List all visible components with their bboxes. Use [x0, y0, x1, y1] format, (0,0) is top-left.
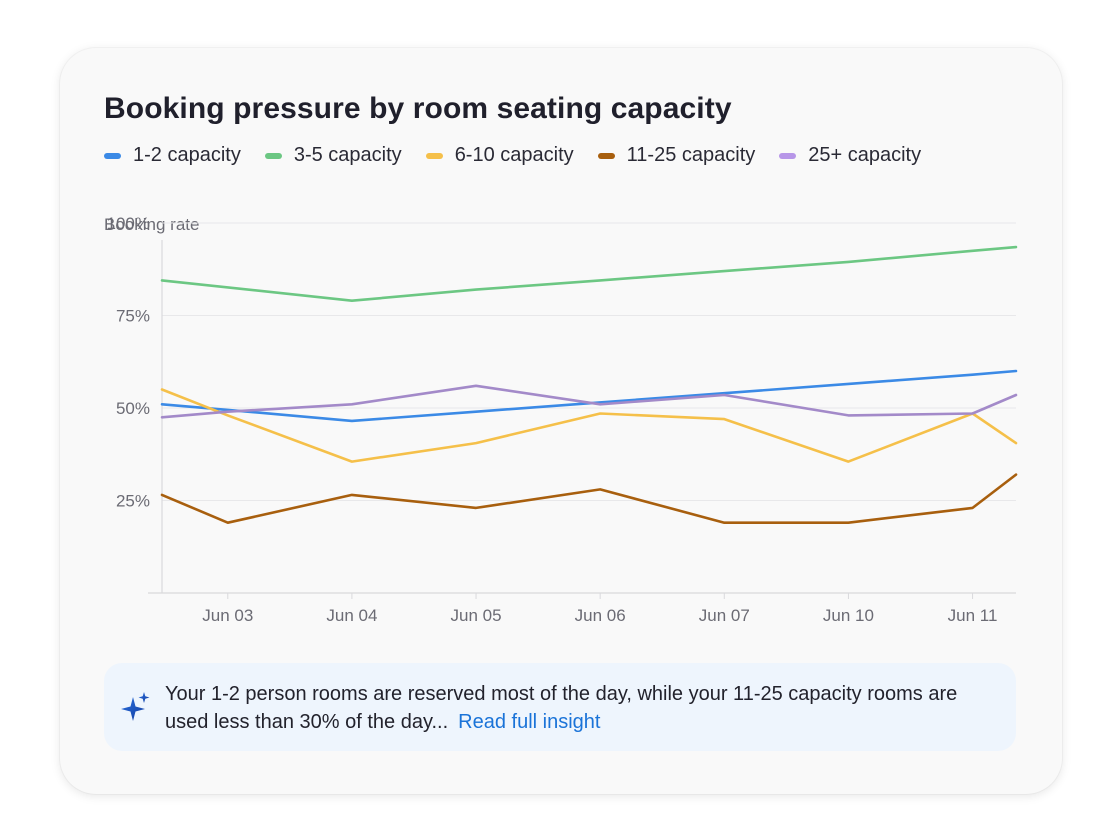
series-line-11-25-capacity: [160, 473, 1018, 525]
insight-banner: Your 1-2 person rooms are reserved most …: [104, 663, 1016, 751]
legend-label: 6-10 capacity: [454, 144, 574, 166]
y-axis-label: Booking rate: [104, 215, 199, 234]
legend-label: 1-2 capacity: [133, 144, 241, 166]
legend-item[interactable]: 11-25 capacity: [597, 144, 756, 167]
chart-card: Booking pressure by room seating capacit…: [60, 48, 1062, 794]
legend-label: 11-25 capacity: [626, 144, 756, 166]
x-tick-label: Jun 10: [823, 606, 874, 625]
legend-swatch: [264, 152, 282, 159]
series-line-25-capacity: [160, 384, 1018, 419]
legend-swatch: [104, 152, 121, 159]
legend-label: 3-5 capacity: [293, 144, 402, 166]
x-tick-label: Jun 05: [451, 606, 502, 625]
y-tick-label: 25%: [116, 492, 150, 511]
legend-item[interactable]: 6-10 capacity: [425, 144, 574, 167]
chart-legend: 1-2 capacity 3-5 capacity 6-10 capacity 11-…: [104, 144, 945, 167]
legend-item[interactable]: 25+ capacity: [779, 144, 921, 167]
x-tick-label: Jun 07: [699, 606, 750, 625]
legend-item[interactable]: 1-2 capacity: [104, 144, 241, 167]
series-line-6-10-capacity: [160, 388, 1018, 463]
legend-label: 25+ capacity: [808, 144, 922, 166]
x-tick-label: Jun 04: [326, 606, 377, 625]
insight-text: Your 1-2 person rooms are reserved most …: [165, 683, 958, 733]
chart-title: Booking pressure by room seating capacit…: [104, 92, 732, 125]
series-line-1-2-capacity: [160, 369, 1018, 423]
legend-swatch: [425, 152, 443, 159]
legend-swatch: [779, 152, 797, 159]
legend-swatch: [597, 152, 615, 159]
sparkle-icon: [121, 692, 150, 721]
series-line-3-5-capacity: [160, 245, 1018, 302]
y-tick-label: 100%: [107, 214, 150, 233]
legend-item[interactable]: 3-5 capacity: [264, 144, 402, 167]
read-full-insight-link[interactable]: Read full insight: [458, 711, 601, 733]
line-chart: Booking rate 25% 50% 75% 100% Jun 03 Jun 04 Jun…: [104, 214, 1018, 625]
y-tick-label: 75%: [116, 307, 150, 326]
x-tick-label: Jun 11: [948, 606, 998, 625]
y-tick-label: 50%: [116, 399, 150, 418]
x-tick-label: Jun 03: [202, 606, 253, 625]
insight-message: Your 1-2 person rooms are reserved most …: [165, 680, 1005, 736]
x-tick-label: Jun 06: [575, 606, 626, 625]
